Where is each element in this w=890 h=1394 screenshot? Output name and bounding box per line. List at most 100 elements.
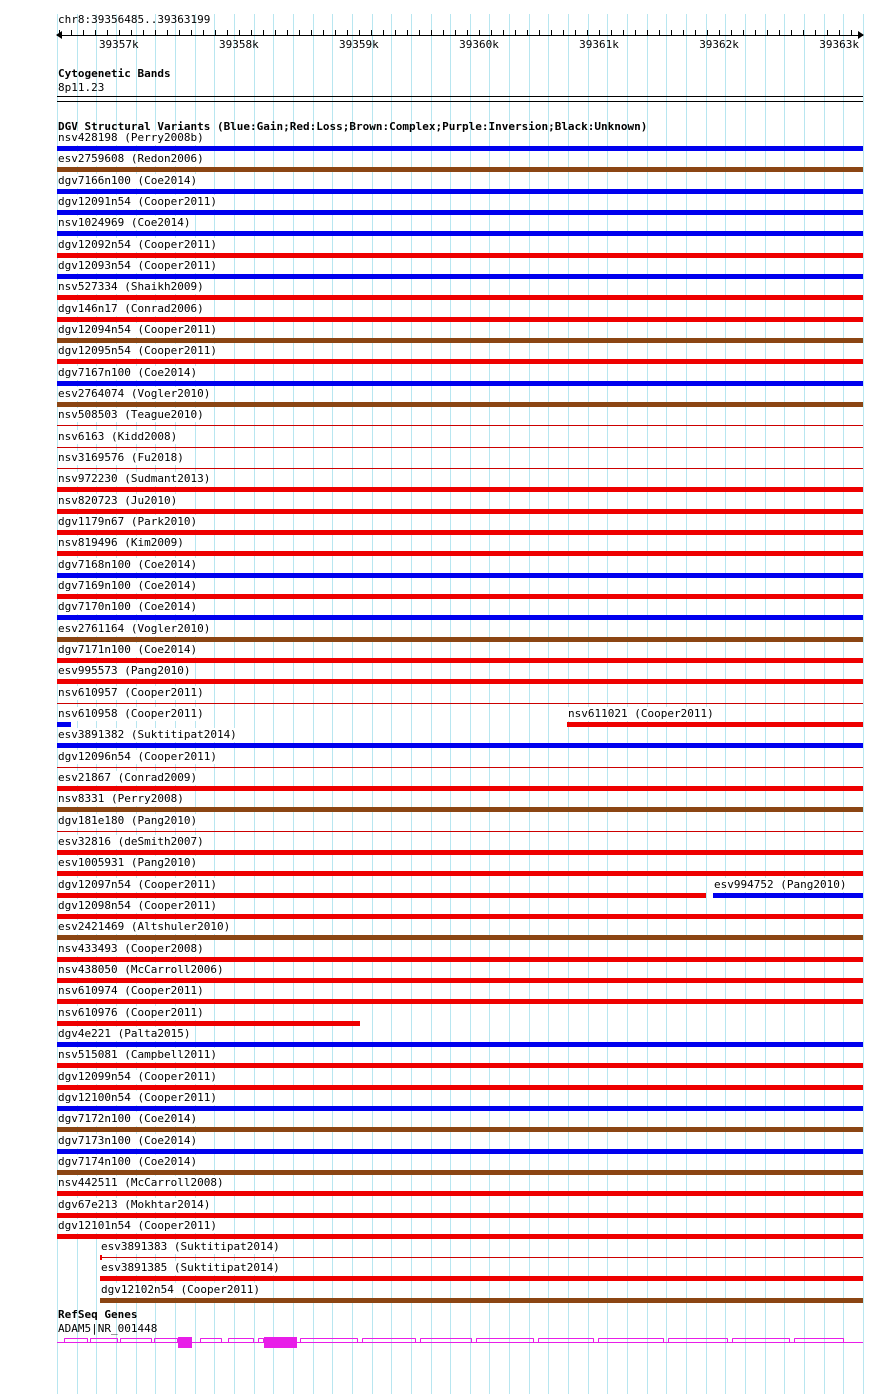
- dgv-variant-row[interactable]: nsv610976 (Cooper2011): [0, 1005, 890, 1027]
- dgv-variant-bar[interactable]: [57, 487, 863, 493]
- dgv-variant-bar[interactable]: [100, 1257, 863, 1259]
- dgv-variant-bar[interactable]: [57, 1233, 863, 1239]
- dgv-variant-label[interactable]: dgv1179n67 (Park2010): [58, 514, 199, 529]
- dgv-variant-label[interactable]: nsv3169576 (Fu2018): [58, 450, 185, 465]
- dgv-variant-label[interactable]: dgv12102n54 (Cooper2011): [101, 1282, 261, 1297]
- dgv-variant-label[interactable]: esv32816 (deSmith2007): [58, 834, 205, 849]
- dgv-variant-row[interactable]: esv21867 (Conrad2009): [0, 770, 890, 792]
- dgv-variant-label[interactable]: nsv1024969 (Coe2014): [58, 216, 192, 231]
- dgv-variant-row[interactable]: dgv7168n100 (Coe2014): [0, 557, 890, 579]
- dgv-variant-row[interactable]: nsv515081 (Campbell2011): [0, 1048, 890, 1069]
- dgv-variant-bar[interactable]: [57, 572, 863, 578]
- dgv-variant-bar[interactable]: [57, 337, 863, 343]
- dgv-variant-label[interactable]: esv3891383 (Suktitipat2014): [101, 1240, 281, 1255]
- refseq-gene-track[interactable]: [0, 1330, 890, 1354]
- dgv-variant-row[interactable]: dgv7174n100 (Coe2014): [0, 1154, 890, 1176]
- dgv-variant-row[interactable]: dgv12094n54 (Cooper2011): [0, 322, 890, 344]
- dgv-variant-bar[interactable]: [57, 785, 863, 791]
- dgv-variant-row[interactable]: nsv438050 (McCarroll2006): [0, 962, 890, 984]
- dgv-variant-row[interactable]: nsv610957 (Cooper2011): [0, 685, 890, 707]
- dgv-variant-row[interactable]: nsv527334 (Shaikh2009): [0, 280, 890, 301]
- coordinate-ruler[interactable]: 39357k 39358k 39359k 39360k 39361k 39362k 3936…: [56, 30, 864, 52]
- dgv-variant-row[interactable]: dgv1179n67 (Park2010): [0, 514, 890, 536]
- dgv-variant-row[interactable]: dgv12098n54 (Cooper2011): [0, 898, 890, 920]
- dgv-variant-row[interactable]: nsv972230 (Sudmant2013): [0, 472, 890, 493]
- dgv-variant-label[interactable]: dgv12099n54 (Cooper2011): [58, 1069, 218, 1084]
- dgv-variant-label[interactable]: dgv12101n54 (Cooper2011): [58, 1218, 218, 1233]
- dgv-variant-row[interactable]: nsv3169576 (Fu2018): [0, 450, 890, 472]
- dgv-variant-bar[interactable]: [57, 252, 863, 258]
- dgv-variant-label[interactable]: dgv146n17 (Conrad2006): [58, 301, 205, 316]
- dgv-variant-row[interactable]: dgv181e180 (Pang2010): [0, 813, 890, 835]
- dgv-variant-label[interactable]: esv2421469 (Altshuler2010): [58, 920, 232, 935]
- dgv-variant-label[interactable]: esv2759608 (Redon2006): [58, 152, 205, 167]
- dgv-variant-label[interactable]: nsv820723 (Ju2010): [58, 493, 179, 508]
- dgv-variant-label[interactable]: dgv12096n54 (Cooper2011): [58, 749, 218, 764]
- dgv-variant-label[interactable]: dgv181e180 (Pang2010): [58, 813, 199, 828]
- dgv-variant-label[interactable]: nsv610976 (Cooper2011): [58, 1005, 205, 1020]
- dgv-variant-row[interactable]: esv1005931 (Pang2010): [0, 856, 890, 877]
- dgv-variant-row[interactable]: dgv7170n100 (Coe2014): [0, 600, 890, 621]
- dgv-variant-bar[interactable]: [57, 380, 863, 386]
- dgv-variant-row[interactable]: nsv8331 (Perry2008): [0, 792, 890, 813]
- dgv-variant-bar[interactable]: [57, 935, 863, 941]
- dgv-variant-bar[interactable]: [57, 551, 863, 557]
- dgv-variant-row[interactable]: esv2761164 (Vogler2010): [0, 621, 890, 643]
- dgv-variant-row[interactable]: nsv428198 (Perry2008b): [0, 131, 890, 152]
- dgv-variant-bar[interactable]: [57, 743, 863, 749]
- dgv-variant-label[interactable]: dgv7166n100 (Coe2014): [58, 173, 199, 188]
- dgv-variant-row[interactable]: dgv146n17 (Conrad2006): [0, 301, 890, 323]
- dgv-variant-bar[interactable]: [57, 956, 863, 962]
- dgv-variant-row[interactable]: dgv7171n100 (Coe2014): [0, 642, 890, 664]
- dgv-variant-label[interactable]: dgv4e221 (Palta2015): [58, 1026, 192, 1041]
- dgv-variant-bar[interactable]: [57, 1169, 863, 1175]
- dgv-variant-label[interactable]: esv1005931 (Pang2010): [58, 856, 199, 871]
- dgv-variant-bar[interactable]: [57, 871, 863, 877]
- dgv-variant-label[interactable]: dgv67e213 (Mokhtar2014): [58, 1197, 212, 1212]
- dgv-variant-label[interactable]: esv3891385 (Suktitipat2014): [101, 1261, 281, 1276]
- dgv-variant-label[interactable]: dgv12097n54 (Cooper2011): [58, 877, 218, 892]
- dgv-variant-bar[interactable]: [57, 231, 863, 237]
- dgv-variant-row[interactable]: dgv7167n100 (Coe2014): [0, 365, 890, 387]
- dgv-variant-row[interactable]: nsv610958 (Cooper2011) nsv611021 (Cooper2…: [0, 706, 890, 728]
- dgv-variant-bar[interactable]: [57, 1020, 360, 1026]
- dgv-variant-bar[interactable]: [57, 529, 863, 535]
- dgv-variant-label[interactable]: nsv610958 (Cooper2011): [58, 706, 205, 721]
- dgv-variant-row[interactable]: dgv12102n54 (Cooper2011): [0, 1282, 890, 1304]
- dgv-variant-bar[interactable]: [57, 913, 863, 919]
- dgv-variant-label[interactable]: esv21867 (Conrad2009): [58, 770, 199, 785]
- dgv-variant-row[interactable]: nsv6163 (Kidd2008): [0, 429, 890, 451]
- dgv-variant-label[interactable]: dgv12098n54 (Cooper2011): [58, 898, 218, 913]
- dgv-variant-row[interactable]: dgv12100n54 (Cooper2011): [0, 1090, 890, 1112]
- dgv-variant-label[interactable]: dgv7170n100 (Coe2014): [58, 600, 199, 615]
- dgv-variant-label[interactable]: dgv7172n100 (Coe2014): [58, 1112, 199, 1127]
- dgv-variant-label[interactable]: nsv6163 (Kidd2008): [58, 429, 179, 444]
- dgv-variant-bar[interactable]: [57, 636, 863, 642]
- dgv-variant-bar[interactable]: [57, 892, 706, 898]
- dgv-variant-label[interactable]: nsv819496 (Kim2009): [58, 536, 185, 551]
- dgv-variant-bar[interactable]: [57, 702, 863, 704]
- dgv-variant-bar[interactable]: [57, 830, 863, 832]
- dgv-variant-bar[interactable]: [57, 188, 863, 194]
- dgv-variant-row[interactable]: esv3891383 (Suktitipat2014): [0, 1240, 890, 1261]
- dgv-variant-row[interactable]: nsv508503 (Teague2010): [0, 408, 890, 429]
- gene-exon[interactable]: [264, 1337, 297, 1348]
- dgv-variant-row[interactable]: nsv1024969 (Coe2014): [0, 216, 890, 237]
- dgv-variant-label[interactable]: nsv508503 (Teague2010): [58, 408, 205, 423]
- dgv-variant-label[interactable]: esv2764074 (Vogler2010): [58, 386, 212, 401]
- dgv-variant-bar[interactable]: [57, 977, 863, 983]
- dgv-variant-label[interactable]: dgv7169n100 (Coe2014): [58, 578, 199, 593]
- dgv-variant-row[interactable]: esv3891385 (Suktitipat2014): [0, 1261, 890, 1282]
- dgv-variant-label[interactable]: dgv7171n100 (Coe2014): [58, 642, 199, 657]
- dgv-variant-row[interactable]: nsv820723 (Ju2010): [0, 493, 890, 515]
- dgv-variant-label[interactable]: nsv972230 (Sudmant2013): [58, 472, 212, 487]
- dgv-variant-label[interactable]: nsv8331 (Perry2008): [58, 792, 185, 807]
- dgv-variant-label[interactable]: esv995573 (Pang2010): [58, 664, 192, 679]
- dgv-variant-row[interactable]: nsv433493 (Cooper2008): [0, 941, 890, 963]
- dgv-variant-bar[interactable]: [57, 807, 863, 813]
- dgv-variant-label[interactable]: dgv12095n54 (Cooper2011): [58, 344, 218, 359]
- dgv-variant-bar[interactable]: [57, 209, 863, 215]
- dgv-variant-row[interactable]: dgv12097n54 (Cooper2011) esv994752 (Pang2…: [0, 877, 890, 899]
- dgv-variant-row[interactable]: dgv12093n54 (Cooper2011): [0, 258, 890, 280]
- dgv-variant-label[interactable]: dgv7174n100 (Coe2014): [58, 1154, 199, 1169]
